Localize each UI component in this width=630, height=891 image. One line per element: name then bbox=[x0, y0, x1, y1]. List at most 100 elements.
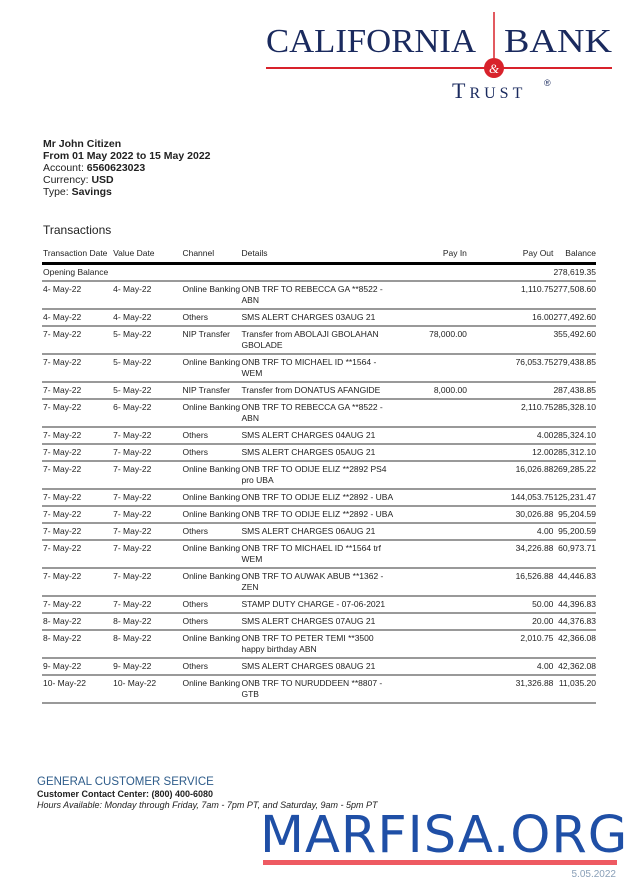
cell-pay-out: 50.00 bbox=[466, 596, 554, 614]
cell-channel: Online Banking bbox=[182, 461, 242, 490]
cell-value-date: 5- May-22 bbox=[113, 354, 183, 383]
cell-pay-out: 4.00 bbox=[466, 427, 554, 445]
cell-pay-in bbox=[398, 281, 467, 310]
transactions-table: Transaction Date Value Date Channel Deta… bbox=[42, 248, 596, 704]
cell-transaction-date: 10- May-22 bbox=[42, 675, 114, 704]
cell-details: Transfer from DONATUS AFANGIDE bbox=[241, 382, 398, 400]
table-row: 4- May-22 4- May-22 Online Banking ONB TRF … bbox=[42, 281, 596, 310]
table-row: 9- May-22 9- May-22 Others SMS ALERT CHARGE… bbox=[42, 658, 596, 676]
cell-pay-in: 78,000.00 bbox=[398, 326, 467, 355]
table-row: 8- May-22 8- May-22 Online Banking ONB TRF … bbox=[42, 630, 596, 659]
cell-pay-in bbox=[398, 489, 467, 507]
cell-pay-in bbox=[398, 354, 467, 383]
cell-value-date: 7- May-22 bbox=[113, 540, 183, 569]
cell-pay-in bbox=[398, 540, 467, 569]
service-phone: Customer Contact Center: (800) 400-6080 bbox=[37, 789, 214, 799]
cell-channel: Online Banking bbox=[182, 354, 242, 383]
cell-transaction-date: 7- May-22 bbox=[42, 489, 114, 507]
cell-pay-in bbox=[398, 523, 467, 541]
col-details: Details bbox=[241, 248, 398, 265]
cell-value-date: 7- May-22 bbox=[113, 489, 183, 507]
cell-pay-in bbox=[398, 309, 467, 327]
cell-transaction-date: 7- May-22 bbox=[42, 326, 114, 355]
watermark-underline bbox=[263, 860, 617, 865]
cell-pay-out bbox=[466, 382, 554, 400]
cell-balance: 285,324.10 bbox=[553, 427, 596, 445]
cell-value-date: 8- May-22 bbox=[113, 613, 183, 631]
cell-pay-in bbox=[398, 399, 467, 428]
cell-transaction-date: 8- May-22 bbox=[42, 630, 114, 659]
cell-balance: 285,312.10 bbox=[553, 444, 596, 462]
cell-balance: 355,492.60 bbox=[553, 326, 596, 355]
cell-balance: 95,200.59 bbox=[553, 523, 596, 541]
cell-transaction-date: 4- May-22 bbox=[42, 309, 114, 327]
cell-balance: 42,362.08 bbox=[553, 658, 596, 676]
table-row: 7- May-22 7- May-22 Others SMS ALERT CHARGE… bbox=[42, 444, 596, 462]
cell-details: SMS ALERT CHARGES 06AUG 21 bbox=[241, 523, 398, 541]
california-bank-trust-logo: CALIFORNIA BANK & TRUST ® bbox=[266, 12, 612, 103]
cell-pay-out: 30,026.88 bbox=[466, 506, 554, 524]
customer-service: GENERAL CUSTOMER SERVICE Customer Contac… bbox=[37, 776, 378, 811]
cell-details: ONB TRF TO REBECCA GA **8522 - ABN bbox=[241, 399, 398, 428]
cell-pay-in bbox=[398, 613, 467, 631]
table-row: 7- May-22 5- May-22 NIP Transfer Transfer f… bbox=[42, 382, 596, 400]
cell-pay-in bbox=[398, 506, 467, 524]
cell-pay-in bbox=[398, 568, 467, 597]
cell-transaction-date: 4- May-22 bbox=[42, 281, 114, 310]
cell-value-date: 5- May-22 bbox=[113, 326, 183, 355]
cell-balance: 44,396.83 bbox=[553, 596, 596, 614]
cell-pay-in bbox=[398, 630, 467, 659]
cell-pay-out: 20.00 bbox=[466, 613, 554, 631]
cell-channel: Others bbox=[182, 309, 242, 327]
col-transaction-date: Transaction Date bbox=[42, 248, 114, 265]
cell-channel: Others bbox=[182, 427, 242, 445]
cell-details: ONB TRF TO MICHAEL ID **1564 - WEM bbox=[241, 354, 398, 383]
cell-transaction-date: 8- May-22 bbox=[42, 613, 114, 631]
customer-info: Mr John Citizen From 01 May 2022 to 15 M… bbox=[43, 138, 211, 198]
cell-value-date: 5- May-22 bbox=[113, 382, 183, 400]
cell-pay-out: 16.00 bbox=[466, 309, 554, 327]
cell-value-date: 6- May-22 bbox=[113, 399, 183, 428]
cell-value-date: 9- May-22 bbox=[113, 658, 183, 676]
cell-pay-out bbox=[466, 326, 554, 355]
table-row: 7- May-22 7- May-22 Online Banking ONB TRF … bbox=[42, 489, 596, 507]
cell-transaction-date: 7- May-22 bbox=[42, 596, 114, 614]
opening-balance-value: 278,619.35 bbox=[553, 263, 596, 282]
statement-period: From 01 May 2022 to 15 May 2022 bbox=[43, 150, 211, 162]
cell-details: ONB TRF TO ODIJE ELIZ **2892 PS4 pro UBA bbox=[241, 461, 398, 490]
col-channel: Channel bbox=[182, 248, 242, 265]
cell-transaction-date: 7- May-22 bbox=[42, 427, 114, 445]
table-header-row: Transaction Date Value Date Channel Deta… bbox=[42, 248, 596, 265]
service-hours: Hours Available: Monday through Friday, … bbox=[37, 800, 378, 810]
type-value: Savings bbox=[71, 186, 112, 198]
cell-balance: 277,492.60 bbox=[553, 309, 596, 327]
table-row: 7- May-22 7- May-22 Online Banking ONB TRF … bbox=[42, 568, 596, 597]
opening-balance-label: Opening Balance bbox=[42, 263, 554, 282]
cell-channel: Others bbox=[182, 596, 242, 614]
cell-transaction-date: 7- May-22 bbox=[42, 444, 114, 462]
cell-transaction-date: 7- May-22 bbox=[42, 540, 114, 569]
table-row: 7- May-22 7- May-22 Online Banking ONB TRF … bbox=[42, 506, 596, 524]
cell-transaction-date: 7- May-22 bbox=[42, 382, 114, 400]
cell-pay-out: 31,326.88 bbox=[466, 675, 554, 704]
table-row: 7- May-22 5- May-22 Online Banking ONB TRF … bbox=[42, 354, 596, 383]
col-balance: Balance bbox=[553, 248, 596, 265]
cell-details: ONB TRF TO PETER TEMI **3500 happy birth… bbox=[241, 630, 398, 659]
service-heading: GENERAL CUSTOMER SERVICE bbox=[37, 776, 214, 788]
table-row: 7- May-22 6- May-22 Online Banking ONB TRF … bbox=[42, 399, 596, 428]
cell-value-date: 4- May-22 bbox=[113, 281, 183, 310]
cell-pay-out: 16,526.88 bbox=[466, 568, 554, 597]
col-pay-out: Pay Out bbox=[466, 248, 554, 265]
cell-details: ONB TRF TO MICHAEL ID **1564 trf WEM bbox=[241, 540, 398, 569]
cell-channel: Online Banking bbox=[182, 281, 242, 310]
cell-channel: Others bbox=[182, 523, 242, 541]
cell-pay-out: 4.00 bbox=[466, 658, 554, 676]
cell-balance: 44,446.83 bbox=[553, 568, 596, 597]
cell-pay-out: 2,010.75 bbox=[466, 630, 554, 659]
cell-transaction-date: 7- May-22 bbox=[42, 523, 114, 541]
table-row: 7- May-22 5- May-22 NIP Transfer Transfer f… bbox=[42, 326, 596, 355]
cell-balance: 125,231.47 bbox=[553, 489, 596, 507]
account-label: Account: bbox=[43, 162, 84, 174]
col-pay-in: Pay In bbox=[398, 248, 467, 265]
table-row: 10- May-22 10- May-22 Online Banking ONB TR… bbox=[42, 675, 596, 704]
